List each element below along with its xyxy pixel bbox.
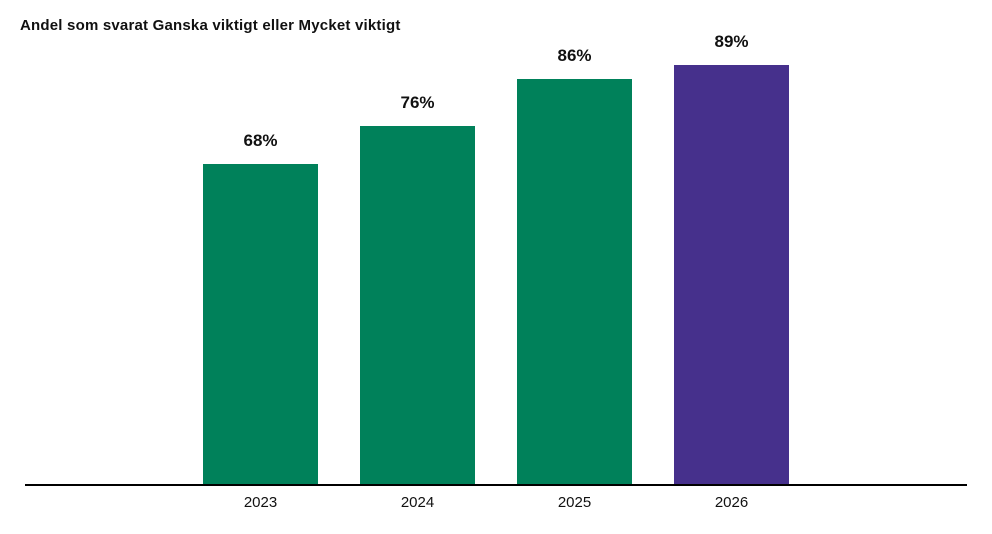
bar-2024 <box>360 126 475 484</box>
bar-value-label-2025: 86% <box>557 46 592 66</box>
x-axis-line <box>25 484 967 486</box>
x-axis-label-2026: 2026 <box>714 494 749 511</box>
x-axis-label-2023: 2023 <box>243 494 278 511</box>
bar-value-label-2023: 68% <box>243 131 278 150</box>
x-axis-label-2024: 2024 <box>400 494 435 511</box>
bar-value-label-2026: 89% <box>714 32 749 52</box>
bar-2023 <box>203 164 318 484</box>
chart-title: Andel som svarat Ganska viktigt eller My… <box>20 17 401 34</box>
x-axis-label-2025: 2025 <box>557 494 592 511</box>
bar-value-label-2024: 76% <box>400 93 435 113</box>
bar-2026 <box>674 65 789 484</box>
bar-2025 <box>517 79 632 484</box>
